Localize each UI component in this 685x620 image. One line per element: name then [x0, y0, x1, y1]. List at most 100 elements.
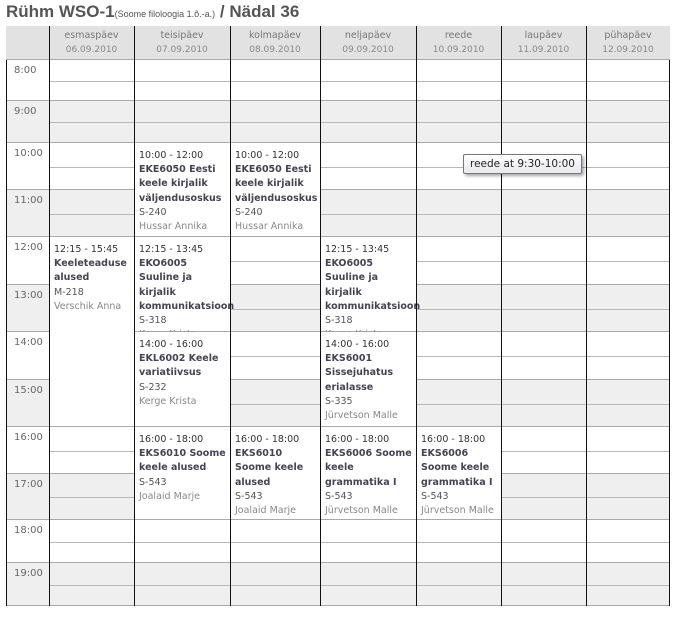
- time-label: 13:00: [14, 290, 43, 301]
- time-label: 18:00: [14, 525, 43, 536]
- day-date: 08.09.2010: [249, 45, 301, 55]
- time-label: 9:00: [14, 106, 37, 117]
- day-name: pühapäev: [604, 30, 652, 41]
- event-lecturer: Joalaid Marje: [139, 490, 200, 502]
- event-course: EKS6006 Soome keele grammatika I: [325, 448, 412, 488]
- header-corner: [6, 26, 49, 60]
- time-label: 8:00: [14, 65, 37, 76]
- day-name: neljapäev: [344, 30, 392, 41]
- event-course: EKO6005 Suuline ja kirjalik kommunikatsi…: [325, 258, 421, 312]
- event-room: S-232: [139, 381, 167, 393]
- day-date: 07.09.2010: [156, 45, 208, 55]
- event-time: 10:00 - 12:00: [139, 150, 204, 161]
- event-lecturer: Hussar Annika: [235, 221, 304, 233]
- event-block[interactable]: 14:00 - 16:00 EKS6001 Sissejuhatus eriala…: [321, 332, 416, 426]
- event-block[interactable]: 12:15 - 13:45 EKO6005 Suuline ja kirjalik…: [321, 237, 421, 340]
- event-room: S-335: [325, 395, 353, 407]
- event-time: 10:00 - 12:00: [235, 150, 300, 161]
- time-label: 12:00: [14, 242, 43, 253]
- event-block[interactable]: 12:15 - 15:45 Keeleteaduse alused M-218 Ver…: [50, 237, 134, 426]
- column-divider: [230, 26, 231, 606]
- event-course: EKS6006 Soome keele grammatika I: [421, 448, 493, 488]
- event-lecturer: Kerge Krista: [139, 395, 197, 407]
- event-course: EKO6005 Suuline ja kirjalik kommunikatsi…: [139, 258, 235, 312]
- week-label: / Nädal 36: [215, 2, 300, 21]
- event-block[interactable]: 16:00 - 18:00 EKS6006 Soome keele grammat…: [417, 427, 501, 519]
- column-divider: [416, 26, 417, 606]
- event-course: EKS6010 Soome keele alused: [235, 448, 304, 488]
- event-block[interactable]: 16:00 - 18:00 EKS6010 Soome keele alused S…: [231, 427, 320, 519]
- day-name: reede: [444, 30, 473, 41]
- time-label: 11:00: [14, 195, 43, 206]
- day-name: teisipäev: [160, 30, 204, 41]
- event-block[interactable]: 14:00 - 16:00 EKL6002 Keele variatiivsus S…: [135, 332, 230, 426]
- event-lecturer: Jürvetson Malle: [325, 505, 398, 517]
- half-hour-line: [49, 585, 670, 586]
- event-block[interactable]: 12:15 - 13:45 EKO6005 Suuline ja kirjalik…: [135, 237, 235, 340]
- event-room: S-240: [235, 206, 263, 218]
- time-label: 19:00: [14, 568, 43, 579]
- event-lecturer: Hussar Annika: [139, 221, 208, 233]
- event-block[interactable]: 10:00 - 12:00 EKE6050 Eesti keele kirjali…: [231, 143, 320, 236]
- column-divider: [6, 60, 7, 606]
- half-hour-line: [49, 81, 670, 82]
- day-header-1: teisipäev 07.09.2010: [134, 26, 230, 60]
- hour-row: 9:00: [6, 101, 670, 143]
- time-label: 15:00: [14, 385, 43, 396]
- tooltip: reede at 9:30-10:00: [463, 154, 582, 174]
- half-hour-line: [49, 542, 670, 543]
- event-course: EKS6010 Soome keele alused: [139, 448, 226, 474]
- column-divider: [320, 26, 321, 606]
- column-divider: [134, 26, 135, 606]
- column-divider: [501, 26, 502, 606]
- event-time: 14:00 - 16:00: [139, 339, 204, 350]
- hour-row: 11:00: [6, 190, 670, 237]
- event-lecturer: Jürvetson Malle: [325, 410, 398, 422]
- hour-row: 10:00: [6, 143, 670, 190]
- event-course: EKS6001 Sissejuhatus erialasse: [325, 353, 394, 393]
- event-course: EKL6002 Keele variatiivsus: [139, 353, 219, 379]
- day-header-3: neljapäev 09.09.2010: [320, 26, 416, 60]
- half-hour-line: [49, 122, 670, 123]
- event-course: EKE6050 Eesti keele kirjalik väljendusos…: [235, 164, 318, 204]
- day-date: 10.09.2010: [432, 45, 485, 55]
- event-lecturer: Verschik Anna: [54, 300, 122, 312]
- page-title: Rühm WSO-1(Soome filoloogia 1.õ.-a.) / N…: [6, 2, 299, 22]
- day-date: 11.09.2010: [517, 45, 570, 55]
- day-header-0: esmaspäev 06.09.2010: [49, 26, 134, 60]
- column-divider: [586, 26, 587, 606]
- event-course: EKE6050 Eesti keele kirjalik väljendusos…: [139, 164, 222, 204]
- event-course: Keeleteaduse alused: [54, 258, 127, 284]
- day-header-2: kolmapäev 08.09.2010: [230, 26, 320, 60]
- event-block[interactable]: 10:00 - 12:00 EKE6050 Eesti keele kirjali…: [135, 143, 230, 236]
- half-hour-line: [49, 167, 670, 168]
- event-lecturer: Joalaid Marje: [235, 505, 296, 517]
- hour-row: 19:00: [6, 563, 670, 606]
- event-time: 16:00 - 18:00: [421, 434, 486, 445]
- hour-row: 8:00: [6, 60, 670, 101]
- event-room: S-543: [235, 490, 263, 502]
- half-hour-line: [49, 214, 670, 215]
- event-room: S-240: [139, 206, 167, 218]
- event-room: S-318: [139, 315, 167, 327]
- event-time: 12:15 - 13:45: [325, 244, 390, 255]
- event-block[interactable]: 16:00 - 18:00 EKS6010 Soome keele alused S…: [135, 427, 230, 519]
- day-name: esmaspäev: [64, 30, 119, 41]
- schedule-grid: esmaspäev 06.09.2010 teisipäev 07.09.2010 ko…: [6, 26, 670, 606]
- event-lecturer: Jürvetson Malle: [421, 505, 494, 517]
- column-divider: [669, 60, 670, 606]
- event-time: 12:15 - 15:45: [54, 244, 119, 255]
- event-block[interactable]: 16:00 - 18:00 EKS6006 Soome keele grammat…: [321, 427, 416, 519]
- time-label: 10:00: [14, 148, 43, 159]
- event-time: 16:00 - 18:00: [235, 434, 300, 445]
- time-label: 16:00: [14, 432, 43, 443]
- event-room: S-318: [325, 315, 353, 327]
- day-date: 09.09.2010: [342, 45, 394, 55]
- hour-row: 18:00: [6, 520, 670, 563]
- event-time: 14:00 - 16:00: [325, 339, 390, 350]
- day-name: kolmapäev: [248, 30, 301, 41]
- event-time: 12:15 - 13:45: [139, 244, 204, 255]
- event-room: S-543: [421, 490, 449, 502]
- day-name: laupäev: [524, 30, 563, 41]
- group-name: Rühm WSO-1: [6, 2, 115, 21]
